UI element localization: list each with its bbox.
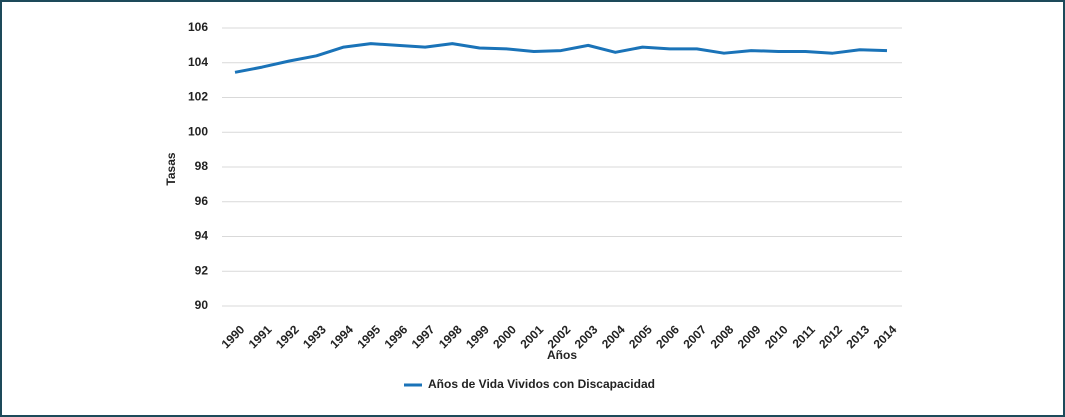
x-tick-label: 1998 (436, 322, 465, 351)
y-tick-label: 94 (195, 229, 209, 243)
line (234, 42, 888, 74)
y-tick-label: 98 (195, 159, 209, 173)
x-tick-label: 2008 (708, 322, 737, 351)
legend-label: Años de Vida Vividos con Discapacidad (428, 377, 655, 391)
x-tick-label: 2000 (490, 322, 519, 351)
y-tick-label: 96 (195, 194, 209, 208)
x-tick-label: 2010 (762, 322, 791, 351)
x-tick-label: 2007 (680, 322, 709, 351)
y-tick-label: 100 (188, 124, 208, 138)
x-tick-label: 1990 (219, 322, 248, 351)
x-tick-label: 2004 (599, 322, 628, 351)
x-axis-label: Años (547, 348, 577, 362)
x-tick-label: 2013 (843, 322, 872, 351)
y-tick-label: 92 (195, 263, 209, 277)
x-tick-label: 1999 (463, 322, 492, 351)
x-tick-label: 1994 (327, 322, 356, 351)
x-tick-label: 2002 (545, 322, 574, 351)
x-tick-label: 2009 (735, 322, 764, 351)
x-tick-label: 2001 (517, 322, 546, 351)
x-tick-label: 1995 (354, 322, 383, 351)
x-tick-label: 2012 (816, 322, 845, 351)
x-tick-label: 2005 (626, 322, 655, 351)
y-tick-label: 104 (188, 55, 208, 69)
x-tick-label: 2006 (653, 322, 682, 351)
x-tick-label: 2014 (871, 322, 900, 351)
x-tick-label: 2003 (572, 322, 601, 351)
x-tick-label: 1991 (246, 322, 275, 351)
y-tick-label: 90 (195, 298, 209, 312)
x-tick-label: 1993 (300, 322, 329, 351)
y-tick-label: 106 (188, 20, 208, 34)
y-axis-label: Tasas (164, 152, 178, 185)
x-tick-label: 1992 (273, 322, 302, 351)
y-tick-label: 102 (188, 90, 208, 104)
x-tick-label: 1996 (382, 322, 411, 351)
x-tick-label: 2011 (790, 322, 819, 351)
x-tick-label: 1997 (409, 322, 438, 351)
